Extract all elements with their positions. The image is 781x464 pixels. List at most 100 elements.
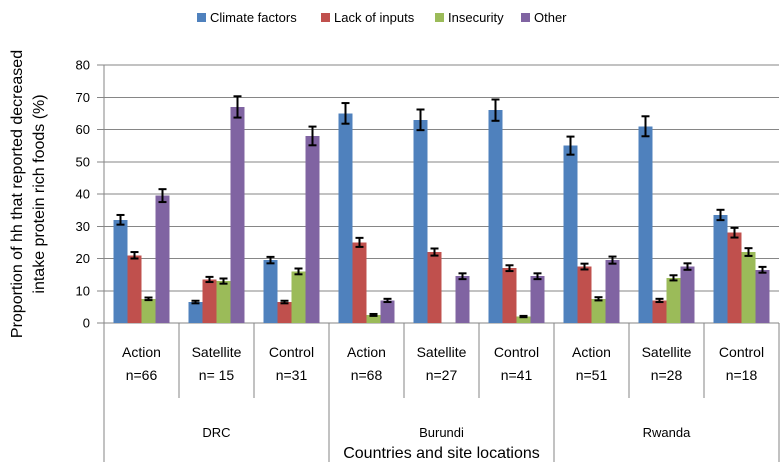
error-bars <box>116 95 767 319</box>
bar-lack-of-inputs-rwanda-control <box>727 232 742 323</box>
error-bar-other-burundi-satellite <box>458 272 467 281</box>
bar-other-burundi-action <box>380 300 395 323</box>
error-bar-climate-factors-drc-action <box>116 213 125 226</box>
bar-other-drc-action <box>155 195 170 323</box>
y-tick-label-80: 80 <box>76 58 90 73</box>
bar-climate-factors-burundi-satellite <box>413 119 428 323</box>
error-bar-insecurity-rwanda-action <box>594 296 603 302</box>
bar-insecurity-burundi-control <box>516 316 531 323</box>
x-axis-title: Countries and site locations <box>343 445 540 462</box>
bar-climate-factors-burundi-action <box>338 113 353 323</box>
error-bar-climate-factors-rwanda-action <box>566 135 575 156</box>
error-bar-insecurity-drc-control <box>294 267 303 276</box>
legend-item-climate-factors: Climate factors <box>197 10 297 25</box>
bar-climate-factors-rwanda-action <box>563 145 578 323</box>
bar-insecurity-drc-satellite <box>216 281 231 323</box>
bar-lack-of-inputs-burundi-control <box>502 268 517 323</box>
bar-lack-of-inputs-drc-control <box>277 302 292 323</box>
error-bar-climate-factors-rwanda-control <box>716 208 725 222</box>
legend-swatch-insecurity <box>435 13 444 22</box>
x-category-n-drc-satellite: n= 15 <box>199 367 235 383</box>
bar-insecurity-rwanda-satellite <box>666 277 681 323</box>
error-bar-other-burundi-control <box>533 272 542 281</box>
bar-climate-factors-burundi-control <box>488 110 503 324</box>
x-category-n-burundi-control: n=41 <box>501 367 533 383</box>
error-bar-other-burundi-action <box>383 297 392 304</box>
x-category-label-rwanda-control: Control <box>719 344 764 360</box>
legend-item-lack-of-inputs: Lack of inputs <box>321 10 415 25</box>
bar-lack-of-inputs-drc-satellite <box>202 279 217 323</box>
error-bar-other-rwanda-action <box>608 255 617 265</box>
error-bar-insecurity-burundi-action <box>369 312 378 317</box>
y-tick-label-50: 50 <box>76 154 90 169</box>
category-separators <box>103 323 780 462</box>
error-bar-lack-of-inputs-burundi-control <box>505 264 514 273</box>
y-axis-title-line-2: intake protein rich foods (%) <box>31 94 48 293</box>
bar-climate-factors-drc-action <box>113 219 128 323</box>
x-category-n-drc-action: n=66 <box>126 367 158 383</box>
bar-lack-of-inputs-drc-action <box>127 255 142 323</box>
bar-lack-of-inputs-rwanda-action <box>577 266 592 323</box>
y-axis-title-line-1: Proportion of hh that reported decreased <box>9 50 26 338</box>
x-group-label-burundi: Burundi <box>419 425 464 440</box>
bar-other-rwanda-action <box>605 260 620 323</box>
error-bar-insecurity-drc-action <box>144 296 153 302</box>
legend: Climate factors Lack of inputs Insecurit… <box>197 10 567 25</box>
y-tick-label-10: 10 <box>76 283 90 298</box>
x-category-n-burundi-satellite: n=27 <box>426 367 458 383</box>
y-tick-label-70: 70 <box>76 90 90 105</box>
legend-swatch-other <box>521 13 530 22</box>
x-group-label-drc: DRC <box>202 425 230 440</box>
bar-other-burundi-control <box>530 276 545 323</box>
legend-label-other: Other <box>534 10 567 25</box>
bar-climate-factors-drc-satellite <box>188 302 203 323</box>
y-tick-label-20: 20 <box>76 251 90 266</box>
legend-label-climate-factors: Climate factors <box>210 10 297 25</box>
x-category-label-rwanda-action: Action <box>572 344 611 360</box>
error-bar-other-drc-control <box>308 125 317 147</box>
x-category-n-drc-control: n=31 <box>276 367 308 383</box>
y-tick-labels: 0 10 20 30 40 50 60 70 80 <box>76 58 90 331</box>
x-category-label-rwanda-satellite: Satellite <box>642 344 692 360</box>
error-bar-lack-of-inputs-rwanda-action <box>580 262 589 271</box>
bar-other-rwanda-control <box>755 269 770 323</box>
x-category-n-burundi-action: n=68 <box>351 367 383 383</box>
bar-other-drc-satellite <box>230 106 245 323</box>
bar-other-rwanda-satellite <box>680 266 695 323</box>
error-bar-insecurity-drc-satellite <box>219 277 228 285</box>
error-bar-other-rwanda-control <box>758 265 767 274</box>
error-bar-climate-factors-burundi-satellite <box>416 108 425 132</box>
legend-item-insecurity: Insecurity <box>435 10 504 25</box>
bar-insecurity-drc-action <box>141 298 156 323</box>
bar-other-drc-control <box>305 135 320 323</box>
legend-label-lack-of-inputs: Lack of inputs <box>334 10 415 25</box>
error-bar-lack-of-inputs-rwanda-satellite <box>655 297 664 304</box>
bar-lack-of-inputs-burundi-satellite <box>427 252 442 323</box>
bar-insecurity-rwanda-control <box>741 252 756 323</box>
x-category-label-drc-action: Action <box>122 344 161 360</box>
error-bar-climate-factors-rwanda-satellite <box>641 115 650 138</box>
y-tick-label-60: 60 <box>76 122 90 137</box>
bar-insecurity-burundi-action <box>366 314 381 323</box>
x-category-label-burundi-control: Control <box>494 344 539 360</box>
x-category-n-rwanda-satellite: n=28 <box>651 367 683 383</box>
x-category-label-burundi-action: Action <box>347 344 386 360</box>
y-tick-label-40: 40 <box>76 187 90 202</box>
x-group-label-rwanda: Rwanda <box>643 425 691 440</box>
y-tick-label-30: 30 <box>76 219 90 234</box>
bar-lack-of-inputs-burundi-action <box>352 242 367 323</box>
y-tick-label-0: 0 <box>83 316 90 331</box>
x-category-n-rwanda-control: n=18 <box>726 367 758 383</box>
error-bar-lack-of-inputs-burundi-action <box>355 236 364 248</box>
error-bar-lack-of-inputs-burundi-satellite <box>430 247 439 257</box>
x-group-labels: DRC Burundi Rwanda <box>202 425 691 440</box>
bar-climate-factors-rwanda-satellite <box>638 126 653 324</box>
legend-swatch-lack-of-inputs <box>321 13 330 22</box>
x-category-label-drc-satellite: Satellite <box>192 344 242 360</box>
x-category-n-rwanda-action: n=51 <box>576 367 608 383</box>
bar-lack-of-inputs-rwanda-satellite <box>652 300 667 323</box>
bar-other-burundi-satellite <box>455 276 470 323</box>
error-bar-climate-factors-drc-satellite <box>191 299 200 305</box>
legend-label-insecurity: Insecurity <box>448 10 504 25</box>
